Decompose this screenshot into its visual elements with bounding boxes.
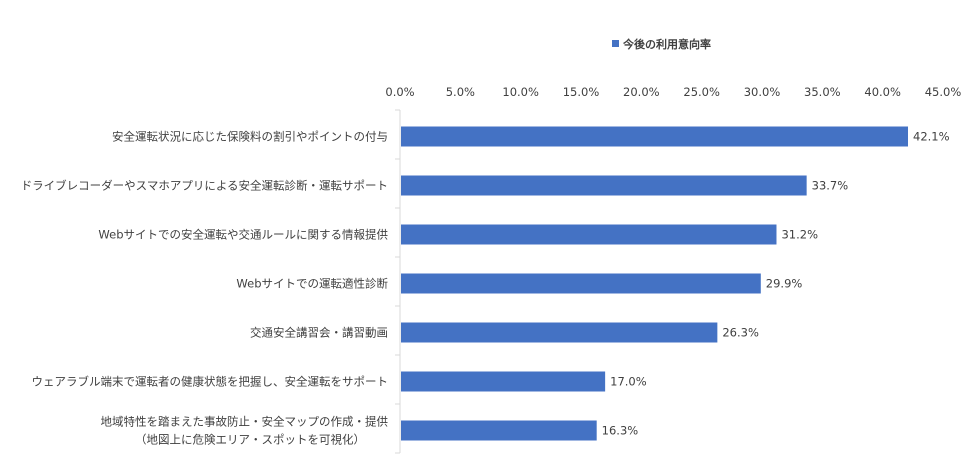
data-label: 42.1% [913,130,950,144]
bar [401,175,807,196]
category-label: Webサイトでの運転適性診断 [236,277,388,291]
bar [401,371,606,392]
data-label: 26.3% [722,326,759,340]
category-label: 地域特性を踏まえた事故防止・安全マップの作成・提供 [101,415,389,429]
data-label: 17.0% [610,375,647,389]
bar [401,273,761,294]
data-label: 33.7% [812,179,849,193]
bar [401,420,597,441]
x-tick-label: 20.0% [623,85,660,99]
bar [401,126,909,147]
category-axis-ticks [395,109,400,454]
x-tick-label: 45.0% [925,85,962,99]
category-labels: 安全運転状況に応じた保険料の割引やポイントの付与ドライブレコーダーやスマホアプリ… [21,130,389,447]
category-label: ウェアラブル端末で運転者の健康状態を把握し、安全運転をサポート [32,375,389,389]
bar [401,224,777,245]
legend-label: 今後の利用意向率 [622,37,711,51]
data-labels: 42.1% 33.7% 31.2% 29.9% 26.3% 17.0% 16.3% [602,130,950,438]
bars [401,126,909,441]
x-tick-label: 5.0% [446,85,475,99]
bar [401,322,718,343]
x-tick-label: 0.0% [385,85,414,99]
x-tick-label: 25.0% [683,85,720,99]
legend: 今後の利用意向率 [612,37,711,51]
data-label: 16.3% [602,424,639,438]
category-label: Webサイトでの安全運転や交通ルールに関する情報提供 [98,228,388,242]
category-label: （地図上に危険エリア・スポットを可視化） [135,433,365,447]
data-label: 31.2% [781,228,818,242]
data-label: 29.9% [766,277,803,291]
category-label: 安全運転状況に応じた保険料の割引やポイントの付与 [112,130,388,144]
category-label: ドライブレコーダーやスマホアプリによる安全運転診断・運転サポート [21,179,388,193]
x-tick-label: 10.0% [502,85,539,99]
x-tick-label: 40.0% [864,85,901,99]
x-axis-ticks: 0.0% 5.0% 10.0% 15.0% 20.0% 25.0% 30.0% 35.0% 40… [385,85,961,99]
x-tick-label: 30.0% [744,85,781,99]
x-tick-label: 35.0% [804,85,841,99]
x-tick-label: 15.0% [563,85,600,99]
category-label: 交通安全講習会・講習動画 [250,326,388,340]
legend-swatch [612,40,619,47]
